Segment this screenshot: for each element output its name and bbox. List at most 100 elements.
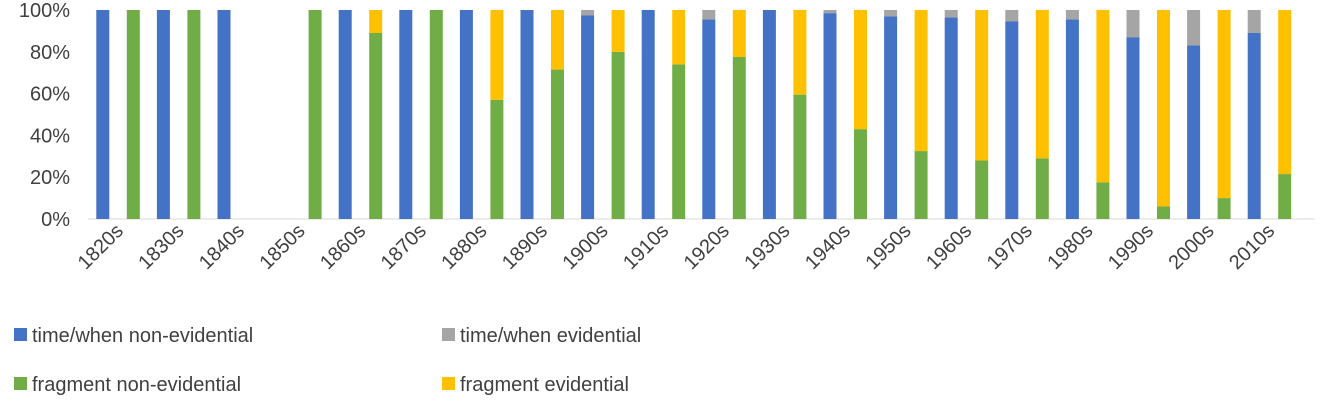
y-axis: 0% 20% 40% 60% 80% 100%: [19, 0, 1315, 231]
bar-fragment-non-evidential-1910s: [672, 64, 686, 219]
y-tick-label: 0%: [41, 209, 70, 231]
legend-label: time/when non-evidential: [32, 325, 253, 347]
bar-fragment-non-evidential-1980s: [1096, 182, 1110, 219]
legend-swatch: [14, 328, 27, 341]
bar-fragment-non-evidential-1930s: [793, 94, 807, 219]
bar-time-when-non-evidential-1900s: [581, 15, 595, 219]
bar-fragment-evidential-1880s: [490, 10, 504, 100]
bar-fragment-non-evidential-1950s: [914, 151, 928, 219]
bar-time-when-evidential-1960s: [944, 10, 958, 18]
bar-fragment-evidential-1890s: [551, 10, 564, 70]
bar-time-when-evidential-1990s: [1126, 10, 1140, 38]
bars: [96, 10, 1292, 220]
bar-time-when-non-evidential-1980s: [1065, 19, 1079, 220]
y-tick-label: 20%: [30, 167, 70, 189]
x-tick-label: 1840s: [195, 220, 249, 274]
x-tick-label: 1980s: [1043, 220, 1097, 274]
bar-fragment-non-evidential-1860s: [369, 32, 383, 219]
x-tick-label: 2000s: [1165, 220, 1219, 274]
bar-fragment-non-evidential-1970s: [1035, 158, 1049, 219]
x-tick-label: 1870s: [377, 220, 431, 274]
bar-fragment-evidential-1970s: [1035, 10, 1049, 159]
bar-time-when-evidential-1920s: [702, 10, 716, 20]
bar-fragment-evidential-1980s: [1096, 10, 1110, 183]
x-tick-label: 2010s: [1225, 220, 1279, 274]
bar-time-when-non-evidential-1920s: [702, 19, 716, 220]
x-tick-label: 1900s: [559, 220, 613, 274]
bar-fragment-evidential-1990s: [1157, 10, 1170, 207]
y-tick-label: 80%: [30, 42, 70, 64]
bar-time-when-evidential-2000s: [1187, 10, 1201, 46]
bar-fragment-evidential-2000s: [1217, 10, 1231, 199]
x-tick-label: 1860s: [316, 220, 370, 274]
bar-fragment-evidential-1950s: [914, 10, 928, 152]
x-tick-label: 1940s: [801, 220, 855, 274]
bar-time-when-non-evidential-1840s: [217, 10, 231, 219]
bar-time-when-non-evidential-1940s: [823, 13, 837, 220]
bar-time-when-non-evidential-1880s: [459, 10, 473, 219]
bar-fragment-non-evidential-1940s: [854, 129, 867, 219]
y-tick-label: 100%: [19, 0, 70, 22]
bar-time-when-non-evidential-1930s: [762, 10, 776, 219]
legend-swatch: [442, 328, 455, 341]
bar-fragment-evidential-1960s: [975, 10, 989, 161]
legend-swatch: [14, 377, 27, 390]
bar-time-when-non-evidential-1830s: [156, 10, 170, 219]
x-tick-label: 1880s: [437, 220, 491, 274]
bar-fragment-evidential-1860s: [369, 10, 383, 33]
bar-fragment-non-evidential-1830s: [187, 10, 201, 219]
bar-fragment-non-evidential-2000s: [1217, 198, 1231, 219]
bar-fragment-non-evidential-1870s: [429, 10, 443, 219]
x-tick-label: 1910s: [619, 220, 673, 274]
bar-time-when-evidential-2010s: [1247, 10, 1261, 33]
bar-fragment-evidential-2010s: [1278, 10, 1292, 175]
x-axis: 1820s 1830s 1840s 1850s 1860s 1870s 1880s 1890s…: [74, 220, 1279, 274]
x-tick-label: 1820s: [74, 220, 128, 274]
bar-time-when-non-evidential-2010s: [1247, 32, 1261, 219]
bar-time-when-evidential-1970s: [1005, 10, 1019, 22]
bar-time-when-non-evidential-1860s: [338, 10, 352, 219]
x-tick-label: 1990s: [1104, 220, 1158, 274]
bar-fragment-non-evidential-1990s: [1157, 206, 1170, 219]
bar-time-when-non-evidential-1890s: [520, 10, 534, 219]
bar-time-when-non-evidential-1990s: [1126, 37, 1140, 219]
bar-fragment-non-evidential-2010s: [1278, 174, 1292, 219]
bar-time-when-non-evidential-1820s: [96, 10, 110, 219]
legend-label: time/when evidential: [460, 325, 641, 347]
legend: time/when non-evidential time/when eviden…: [14, 325, 641, 396]
legend-swatch: [442, 377, 455, 390]
y-tick-label: 40%: [30, 125, 70, 147]
bar-time-when-evidential-1950s: [884, 10, 898, 17]
bar-fragment-non-evidential-1880s: [490, 99, 504, 219]
x-tick-label: 1920s: [680, 220, 734, 274]
bar-time-when-non-evidential-1910s: [641, 10, 655, 219]
y-tick-label: 60%: [30, 84, 70, 106]
x-tick-label: 1830s: [134, 220, 188, 274]
bar-time-when-evidential-1940s: [823, 10, 837, 14]
bar-fragment-evidential-1920s: [732, 10, 746, 58]
bar-time-when-evidential-1980s: [1065, 10, 1079, 20]
bar-fragment-non-evidential-1820s: [126, 10, 140, 219]
bar-fragment-non-evidential-1960s: [975, 160, 989, 219]
bar-time-when-non-evidential-1960s: [944, 17, 958, 219]
legend-label: fragment non-evidential: [32, 374, 241, 396]
bar-time-when-non-evidential-2000s: [1187, 45, 1201, 219]
bar-fragment-non-evidential-1890s: [551, 69, 564, 219]
bar-fragment-evidential-1910s: [672, 10, 686, 65]
x-tick-label: 1850s: [256, 220, 310, 274]
bar-fragment-evidential-1930s: [793, 10, 807, 95]
x-tick-label: 1960s: [922, 220, 976, 274]
bar-fragment-evidential-1940s: [854, 10, 867, 130]
bar-fragment-non-evidential-1900s: [611, 51, 625, 219]
bar-time-when-non-evidential-1870s: [399, 10, 413, 219]
bar-time-when-non-evidential-1950s: [884, 16, 898, 219]
bar-time-when-non-evidential-1970s: [1005, 21, 1019, 220]
x-tick-label: 1930s: [740, 220, 794, 274]
bar-time-when-evidential-1900s: [581, 10, 595, 16]
bar-fragment-non-evidential-1920s: [732, 57, 746, 220]
legend-label: fragment evidential: [460, 374, 629, 396]
bar-fragment-evidential-1900s: [611, 10, 625, 52]
bar-fragment-non-evidential-1850s: [308, 10, 322, 219]
